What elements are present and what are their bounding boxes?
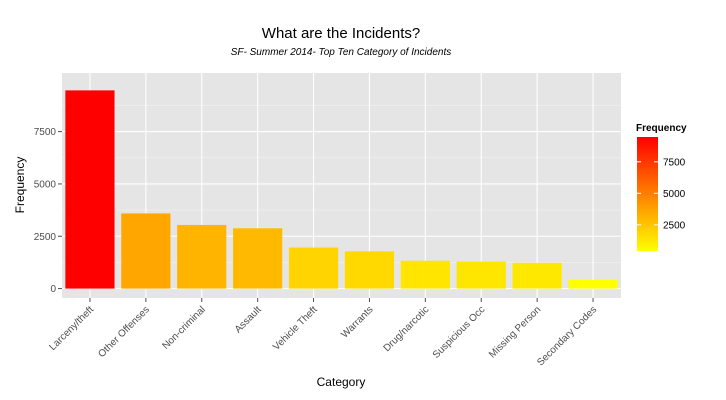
legend: Frequency 2500 5000 7500 (636, 123, 687, 251)
bar (456, 261, 506, 289)
x-axis-ticks: Larceny/theft Other Offenses Non-criminal A… (47, 298, 599, 368)
x-axis-label: Category (317, 375, 366, 389)
y-tick-label: 2500 (34, 232, 57, 243)
bar (568, 279, 618, 289)
bar (400, 260, 450, 289)
bar (121, 213, 171, 289)
y-axis-ticks: 0 2500 5000 7500 (34, 127, 62, 295)
bar (288, 247, 339, 289)
y-axis-label: Frequency (13, 157, 27, 214)
chart-subtitle: SF- Summer 2014- Top Ten Category of Inc… (231, 47, 451, 58)
x-tick-label: Warrants (339, 304, 375, 340)
bar (233, 228, 283, 289)
y-tick-label: 7500 (34, 127, 57, 138)
bar (65, 90, 115, 289)
bars (65, 90, 618, 289)
bar (177, 224, 227, 289)
bar (512, 262, 562, 289)
x-tick-label: Vehicle Theft (271, 304, 320, 353)
legend-ticks: 2500 5000 7500 (637, 157, 686, 231)
x-tick-label: Missing Person (487, 304, 543, 360)
legend-tick-label: 5000 (663, 189, 686, 200)
chart-title: What are the Incidents? (262, 25, 420, 42)
y-tick-label: 5000 (34, 179, 57, 190)
x-tick-label: Non-criminal (160, 304, 207, 351)
legend-title: Frequency (636, 123, 687, 134)
x-tick-label: Secondary Codes (535, 304, 599, 368)
bar (344, 251, 395, 289)
y-tick-label: 0 (50, 284, 56, 295)
x-tick-label: Larceny/theft (47, 304, 96, 353)
x-tick-label: Other Offenses (96, 304, 152, 360)
x-tick-label: Drug/narcotic (382, 304, 432, 354)
legend-tick-label: 7500 (663, 157, 686, 168)
legend-colorbar (637, 137, 658, 251)
x-tick-label: Suspicious Occ (431, 304, 488, 361)
x-tick-label: Assault (233, 304, 264, 335)
legend-tick-label: 2500 (663, 220, 686, 231)
